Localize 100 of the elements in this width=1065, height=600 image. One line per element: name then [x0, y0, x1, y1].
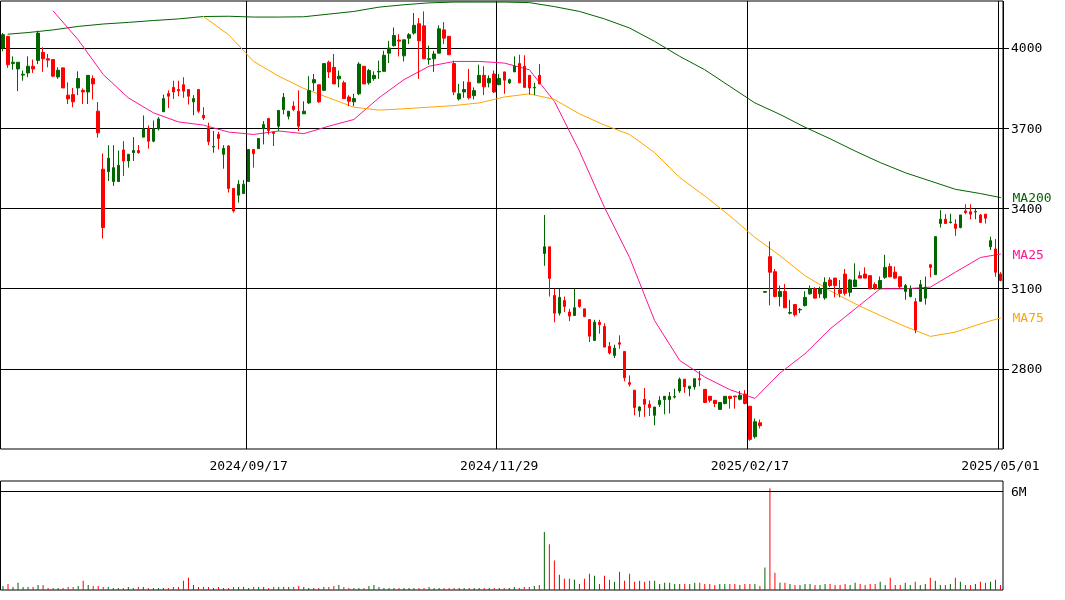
candlestick — [21, 70, 25, 82]
candlestick — [793, 304, 797, 318]
candlestick — [61, 67, 65, 89]
candlestick — [668, 391, 671, 414]
candlestick — [312, 73, 316, 92]
candlestick — [462, 80, 466, 99]
candlestick — [107, 144, 110, 182]
candlestick — [518, 54, 521, 84]
candlestick — [452, 60, 456, 96]
candlestick — [167, 89, 170, 109]
candlestick — [909, 285, 912, 298]
candlestick — [472, 86, 476, 100]
series-label: MA25 — [1012, 246, 1044, 262]
candlestick — [628, 374, 631, 387]
candlestick — [56, 66, 60, 80]
candlestick — [36, 30, 40, 65]
candlestick — [999, 271, 1002, 282]
candlestick — [878, 275, 882, 290]
line-series — [7, 1, 1001, 199]
candlestick — [738, 390, 742, 401]
candlestick — [538, 63, 541, 85]
candlestick — [272, 131, 275, 147]
candlestick — [643, 387, 646, 418]
candlestick — [407, 32, 411, 45]
candlestick — [352, 93, 356, 107]
candlestick — [101, 152, 105, 240]
candlestick — [808, 285, 812, 296]
candlestick — [994, 238, 997, 278]
candlestick — [412, 12, 416, 36]
candlestick — [307, 75, 311, 105]
candlestick — [222, 144, 225, 170]
candlestick — [939, 209, 942, 229]
candlestick — [984, 213, 987, 225]
candlestick — [583, 308, 586, 318]
candlestick — [788, 299, 792, 315]
candlestick — [357, 61, 361, 96]
candlestick — [487, 74, 491, 88]
candlestick — [257, 137, 260, 150]
candlestick — [553, 288, 556, 323]
candlestick — [31, 59, 35, 74]
candlestick — [137, 144, 140, 155]
x-tick-label: 2025/05/01 — [961, 458, 1040, 473]
candlestick — [558, 288, 561, 317]
y-tick-label: 3100 — [1011, 281, 1043, 297]
candlestick — [974, 208, 977, 220]
candlestick — [477, 64, 481, 84]
y-tick-label: 3700 — [1011, 120, 1043, 136]
candlestick — [613, 344, 616, 359]
candlestick — [317, 84, 321, 104]
candlestick — [337, 70, 341, 88]
candlestick — [543, 214, 546, 267]
candlestick — [568, 308, 571, 322]
candlestick — [232, 187, 235, 214]
candlestick — [573, 288, 576, 317]
candlestick — [112, 144, 115, 187]
candlestick — [528, 74, 531, 96]
candlestick — [929, 264, 932, 278]
x-tick-label: 2025/02/17 — [710, 458, 790, 473]
x-tick-label: 2024/11/29 — [460, 458, 539, 473]
candlestick — [76, 70, 80, 96]
candlestick — [678, 377, 681, 394]
candlestick — [117, 150, 120, 183]
candlestick — [282, 92, 285, 115]
candlestick — [157, 116, 160, 131]
line-series — [203, 16, 1001, 337]
candlestick — [207, 122, 210, 146]
candlestick — [919, 279, 922, 302]
candlestick — [593, 319, 596, 342]
candlestick — [503, 71, 506, 95]
candlestick — [267, 117, 270, 135]
candlestick — [387, 40, 391, 64]
candlestick — [608, 341, 611, 355]
candlestick — [803, 290, 807, 307]
candlestick — [212, 130, 215, 154]
candlestick — [132, 136, 135, 162]
candlestick — [508, 78, 511, 85]
series-label: MA75 — [1012, 310, 1044, 326]
candlestick — [172, 80, 175, 100]
y-tick-label: 2800 — [1011, 361, 1043, 377]
candlestick — [147, 124, 150, 150]
ref-line-label: 6M — [1011, 483, 1027, 499]
candlestick — [638, 405, 641, 418]
candlestick — [663, 395, 666, 415]
candlestick — [252, 148, 255, 169]
candlestick — [763, 290, 767, 293]
candlestick — [783, 283, 787, 309]
candlestick — [482, 65, 486, 96]
candlestick — [693, 378, 696, 391]
candlestick — [1, 32, 5, 52]
line-series — [52, 10, 1001, 399]
candlestick — [322, 63, 326, 92]
candlestick — [588, 319, 591, 343]
candlestick — [237, 179, 240, 204]
candlestick — [192, 94, 195, 116]
candlestick — [748, 405, 752, 442]
candlestick — [964, 203, 967, 215]
candlestick — [202, 106, 205, 121]
candlestick — [362, 65, 366, 85]
candlestick — [467, 68, 471, 100]
candlestick — [653, 406, 656, 426]
